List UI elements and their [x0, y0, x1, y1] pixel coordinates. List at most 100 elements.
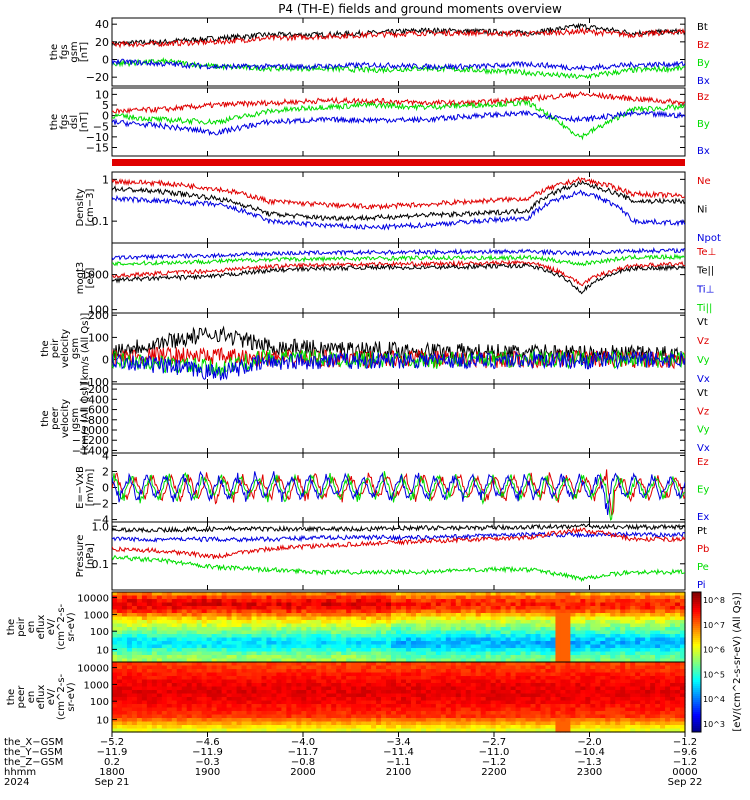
spectrogram-cell	[171, 697, 178, 702]
spectrogram-cell	[580, 623, 586, 628]
spectrogram-cell	[475, 669, 482, 674]
spectrogram-cell	[121, 592, 128, 597]
spectrogram-cell	[356, 609, 362, 614]
spectrogram-cell	[226, 693, 233, 698]
spectrogram-cell	[161, 637, 168, 642]
spectrogram-cell	[400, 725, 407, 730]
spectrogram-cell	[530, 627, 537, 632]
spectrogram-cell	[186, 700, 193, 705]
spectrogram-cell	[281, 662, 287, 667]
spectrogram-cell	[530, 669, 537, 674]
spectrogram-cell	[236, 672, 243, 677]
spectrogram-cell	[570, 704, 576, 709]
spectrogram-cell	[246, 602, 253, 607]
spectrogram-cell	[625, 665, 631, 670]
spectrogram-cell	[670, 711, 676, 716]
spectrogram-cell	[241, 620, 248, 625]
spectrogram-cell	[296, 683, 302, 688]
spectrogram-cell	[605, 700, 611, 705]
spectrogram-cell	[281, 665, 287, 670]
spectrogram-cell	[336, 707, 342, 712]
spectrogram-cell	[555, 616, 562, 621]
spectrogram-cell	[500, 676, 507, 681]
spectrogram-cell	[396, 634, 402, 639]
spectrogram-cell	[595, 683, 601, 688]
series-Vt	[112, 325, 685, 364]
spectrogram-cell	[570, 592, 576, 597]
spectrogram-cell	[465, 655, 472, 660]
spectrogram-cell	[455, 627, 462, 632]
spectrogram-cell	[655, 672, 661, 677]
spectrogram-cell	[211, 714, 218, 719]
spectrogram-cell	[445, 655, 452, 660]
y-tick-label: 100	[90, 627, 109, 638]
spectrogram-cell	[615, 602, 621, 607]
spectrogram-cell	[660, 679, 666, 684]
spectrogram-cell	[470, 707, 477, 712]
spectrogram-cell	[231, 686, 238, 691]
spectrogram-cell	[351, 683, 357, 688]
spectrogram-cell	[171, 658, 178, 663]
spectrogram-cell	[281, 697, 287, 702]
y-axis-label: velocity	[60, 399, 71, 438]
spectrogram-cell	[246, 728, 253, 733]
spectrogram-cell	[480, 672, 487, 677]
spectrogram-cell	[445, 616, 452, 621]
spectrogram-cell	[680, 623, 686, 628]
spectrogram-cell	[112, 655, 118, 660]
spectrogram-cell	[361, 665, 367, 670]
spectrogram-cell	[146, 690, 153, 695]
spectrogram-cell	[141, 637, 148, 642]
spectrogram-cell	[346, 627, 352, 632]
spectrogram-cell	[211, 662, 218, 667]
spectrogram-cell	[505, 721, 512, 726]
spectrogram-cell	[610, 592, 616, 597]
spectrogram-cell	[296, 693, 302, 698]
spectrogram-cell	[485, 592, 492, 597]
spectrogram-cell	[166, 655, 173, 660]
y-axis-label: [nPa]	[85, 543, 96, 569]
spectrogram-cell	[136, 630, 143, 635]
spectrogram-cell	[480, 630, 487, 635]
spectrogram-cell	[670, 679, 676, 684]
spectrogram-cell	[490, 641, 497, 646]
spectrogram-cell	[151, 718, 158, 723]
spectrogram-cell	[615, 627, 621, 632]
spectrogram-cell	[540, 658, 547, 663]
spectrogram-cell	[410, 651, 417, 656]
spectrogram-cell	[231, 634, 238, 639]
spectrogram-cell	[321, 637, 327, 642]
spectrogram-cell	[640, 693, 646, 698]
spectrogram-cell	[321, 704, 327, 709]
spectrogram-cell	[495, 662, 502, 667]
spectrogram-cell	[475, 623, 482, 628]
spectrogram-cell	[112, 630, 118, 635]
spectrogram-cell	[221, 609, 228, 614]
spectrogram-cell	[505, 700, 512, 705]
spectrogram-cell	[670, 644, 676, 649]
spectrogram-cell	[635, 634, 641, 639]
spectrogram-cell	[156, 599, 163, 604]
spectrogram-cell	[131, 613, 138, 618]
spectrogram-cell	[116, 609, 123, 614]
spectrogram-cell	[136, 707, 143, 712]
spectrogram-cell	[356, 693, 362, 698]
spectrogram-cell	[585, 623, 591, 628]
spectrogram-cell	[595, 637, 601, 642]
spectrogram-cell	[271, 686, 278, 691]
spectrogram-cell	[615, 658, 621, 663]
spectrogram-cell	[580, 676, 586, 681]
spectrogram-cell	[246, 672, 253, 677]
spectrogram-cell	[311, 620, 317, 625]
spectrogram-cell	[186, 592, 193, 597]
spectrogram-cell	[326, 669, 332, 674]
spectrogram-cell	[525, 718, 532, 723]
spectrogram-cell	[226, 641, 233, 646]
spectrogram-cell	[530, 634, 537, 639]
spectrogram-cell	[630, 620, 636, 625]
spectrogram-cell	[221, 613, 228, 618]
spectrogram-cell	[675, 693, 681, 698]
legend-Ni: Ni	[697, 205, 707, 216]
spectrogram-cell	[246, 725, 253, 730]
